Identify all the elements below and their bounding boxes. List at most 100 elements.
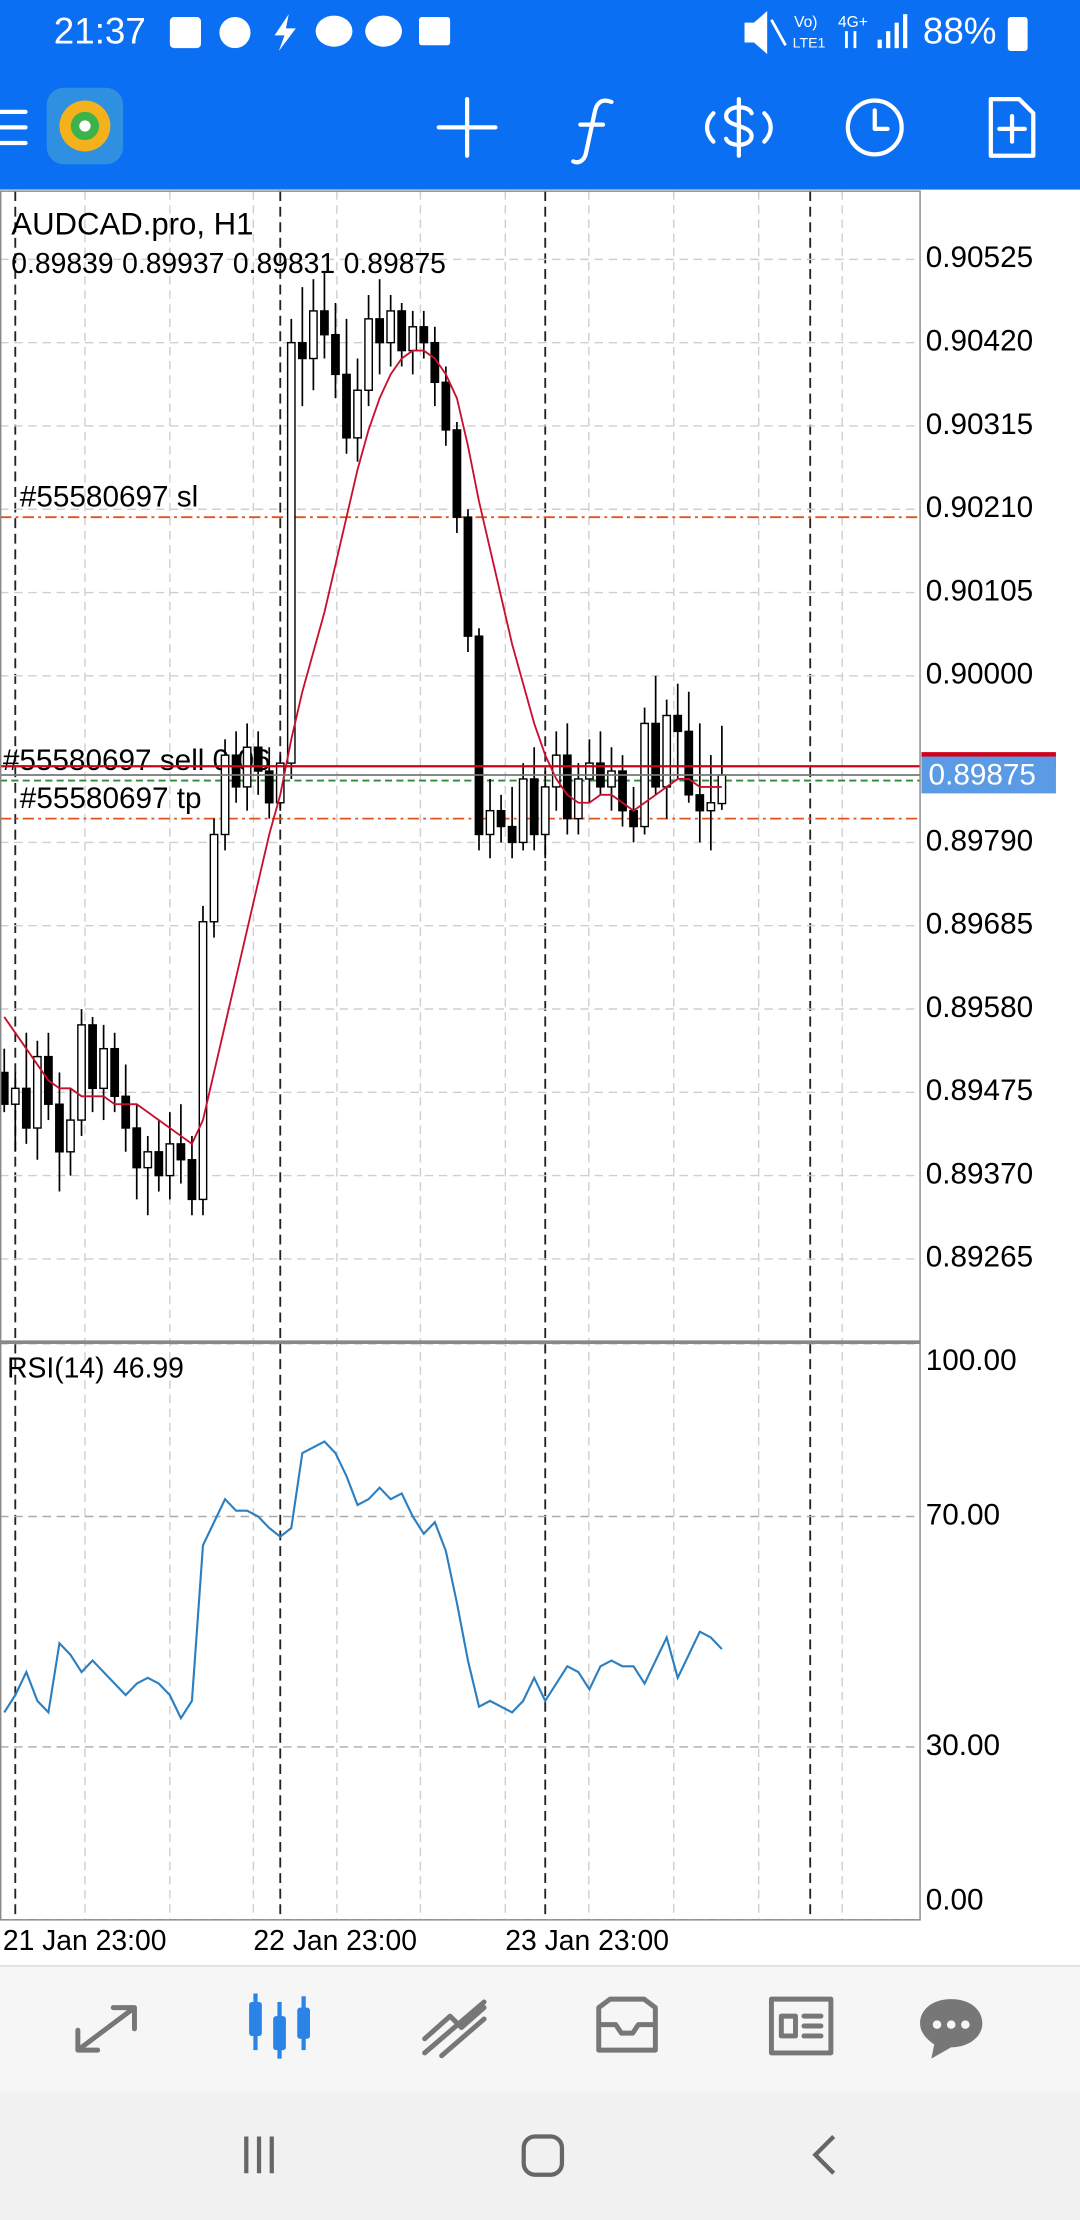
quotes-tab[interactable] xyxy=(75,2005,137,2053)
candle-body xyxy=(706,802,716,812)
y-tick-label: 0.89790 xyxy=(926,824,1033,857)
chart-tab[interactable] xyxy=(249,1993,310,2059)
news-tab[interactable] xyxy=(768,1996,834,2056)
candle-body xyxy=(88,1024,97,1090)
candle-body xyxy=(695,794,705,812)
network-label: 4G+ xyxy=(838,14,868,31)
new-document-button[interactable] xyxy=(988,96,1036,158)
candle-body xyxy=(320,310,329,336)
candle-body xyxy=(662,714,672,788)
low: 0.89831 xyxy=(233,248,335,280)
candle-body xyxy=(629,809,638,828)
candle-body xyxy=(165,1143,175,1177)
home-button[interactable] xyxy=(521,2134,565,2177)
chart: 0.90525 0.90420 0.90315 0.90210 0.90105 0.900… xyxy=(0,191,1056,1921)
candle-body xyxy=(0,1071,9,1105)
candle-body xyxy=(518,778,528,844)
recent-apps-button[interactable] xyxy=(244,2136,274,2174)
clock: 21:37 xyxy=(54,11,146,52)
chart-title: AUDCAD.pro, H1 xyxy=(11,207,253,242)
candle-body xyxy=(452,429,462,518)
plot-border xyxy=(0,190,921,1921)
open: 0.89839 xyxy=(11,248,113,280)
rsi-tick-label: 0.00 xyxy=(926,1883,984,1916)
candle-body xyxy=(463,516,473,637)
candle-body xyxy=(297,341,307,360)
candle-body xyxy=(673,714,683,733)
candle-body xyxy=(585,762,594,780)
candle-body xyxy=(132,1127,142,1169)
y-tick-label: 0.90420 xyxy=(926,324,1033,357)
y-tick-label: 0.89580 xyxy=(926,991,1033,1024)
candle-body xyxy=(618,770,627,812)
candle-body xyxy=(353,389,362,439)
candle-body xyxy=(408,326,418,352)
candle-body xyxy=(55,1103,64,1153)
candle-body xyxy=(187,1159,197,1201)
candle-body xyxy=(562,754,572,820)
y-tick-label: 0.90525 xyxy=(926,241,1033,274)
candle-body xyxy=(77,1024,86,1121)
crosshair-button[interactable] xyxy=(436,96,498,158)
system-icons: Vo) LTE1 4G+ xyxy=(744,11,908,55)
y-tick-label: 0.90315 xyxy=(926,408,1033,441)
candle-body xyxy=(540,786,550,836)
candle-body xyxy=(507,825,517,844)
candle-body xyxy=(331,334,340,376)
y-tick-label: 0.89685 xyxy=(926,908,1033,941)
trade-button[interactable] xyxy=(704,96,773,158)
rsi-tick-label: 30.00 xyxy=(926,1729,1000,1762)
messages-tab[interactable] xyxy=(920,1999,983,2059)
ohlc-readout: 0.89839 0.89937 0.89831 0.89875 xyxy=(11,248,446,280)
order-label: #55580697 sell 0.06 xyxy=(3,744,271,777)
candle-body xyxy=(121,1095,131,1129)
candle-body xyxy=(419,326,429,344)
candle-body xyxy=(209,833,219,923)
candle-body xyxy=(375,318,385,344)
candle-body xyxy=(651,722,661,788)
back-button[interactable] xyxy=(812,2134,836,2175)
candle-body xyxy=(286,341,296,764)
x-tick-label: 23 Jan 23:00 xyxy=(505,1924,669,1956)
candle-body xyxy=(386,310,396,344)
bid-tag-label: 0.89875 xyxy=(929,758,1036,791)
indicators-button[interactable] xyxy=(571,98,614,165)
close: 0.89875 xyxy=(344,248,446,280)
network-label: LTE1 xyxy=(793,35,826,51)
trade-tab[interactable] xyxy=(422,1999,487,2059)
bid-tag xyxy=(921,756,1056,794)
history-tab[interactable] xyxy=(596,1996,658,2053)
rsi-tick-label: 70.00 xyxy=(926,1498,1000,1531)
x-tick-label: 21 Jan 23:00 xyxy=(3,1924,167,1956)
candle-body xyxy=(99,1047,108,1090)
history-button[interactable] xyxy=(845,98,904,157)
candle-body xyxy=(10,1087,20,1105)
chart-area xyxy=(0,189,1080,1966)
x-tick-label: 22 Jan 23:00 xyxy=(253,1924,417,1956)
candle-body xyxy=(66,1119,75,1153)
tab-bar xyxy=(0,1965,1080,2093)
y-tick-label: 0.89370 xyxy=(926,1157,1033,1190)
y-tick-label: 0.90105 xyxy=(926,574,1033,607)
candle-body xyxy=(474,635,484,836)
candle-body xyxy=(485,809,495,836)
candle-body xyxy=(220,754,230,836)
y-tick-label: 0.90000 xyxy=(926,658,1033,691)
candle-body xyxy=(364,318,373,391)
menu-button[interactable] xyxy=(0,109,28,146)
candle-body xyxy=(154,1151,164,1177)
candle-body xyxy=(21,1087,31,1129)
rsi-readout: RSI(14) 46.99 xyxy=(7,1352,184,1384)
candle-body xyxy=(717,774,727,805)
app-icon[interactable] xyxy=(46,87,124,165)
rsi-name: RSI(14) xyxy=(7,1352,104,1384)
battery-icon xyxy=(1007,16,1028,51)
top-bar xyxy=(0,0,1080,190)
rsi-tick-label: 100.00 xyxy=(926,1344,1017,1377)
candle-body xyxy=(529,778,539,836)
candle-body xyxy=(684,730,694,796)
rsi-line xyxy=(3,1440,723,1721)
candle-body xyxy=(253,746,263,772)
